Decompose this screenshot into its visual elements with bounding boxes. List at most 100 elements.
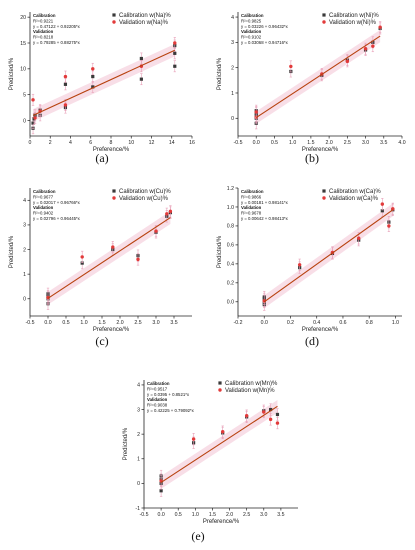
annotation-line: Calibration	[241, 189, 264, 194]
validation-point	[380, 202, 385, 206]
validation-point	[221, 429, 225, 434]
x-tick-label: 3.0	[362, 140, 369, 146]
annotation-line: R²=0.9678	[241, 211, 262, 216]
x-tick-label: 1.0	[192, 512, 199, 518]
y-tick-label: 0.6	[227, 243, 234, 249]
panel-label: (b)	[305, 151, 319, 165]
calibration-point	[173, 51, 177, 55]
legend-marker-validation	[112, 196, 116, 200]
series-validation	[159, 405, 280, 487]
x-axis-title: Preference/%	[203, 519, 240, 525]
calibration-point	[31, 121, 35, 125]
x-axis-title: Preference/%	[302, 327, 339, 333]
legend-label-validation: Validation w(Na)%	[119, 20, 169, 26]
x-tick-label: 2.5	[243, 512, 250, 518]
x-tick-label: 0.0	[261, 320, 268, 326]
validation-point	[91, 67, 95, 71]
annotation-line: R²=0.9825	[241, 18, 262, 23]
validation-point	[371, 44, 375, 48]
y-tick-label: 10	[20, 67, 26, 73]
y-tick-label: 0.0	[227, 300, 234, 306]
x-axis-title: Preference/%	[302, 147, 339, 153]
calibration-point	[139, 77, 143, 81]
y-tick-label: 0	[137, 481, 140, 487]
y-tick-label: 2	[231, 65, 234, 71]
y-tick-label: 5	[23, 92, 26, 98]
x-axis-title: Preference/%	[93, 147, 130, 153]
y-tick-label: -1	[135, 506, 140, 512]
fit-line	[32, 49, 176, 116]
legend-label-calibration: Calibration w(Ca)%	[329, 189, 381, 195]
x-tick-label: 4.0	[398, 140, 405, 146]
x-tick-label: 3.5	[277, 512, 284, 518]
annotation-line: Calibration	[33, 189, 56, 194]
x-tick-label: 1.0	[392, 320, 399, 326]
panel-label: (c)	[95, 334, 108, 348]
y-tick-label: 3	[231, 40, 234, 46]
panel-label: (a)	[95, 151, 108, 165]
x-tick-label: 2.0	[326, 140, 333, 146]
validation-point	[31, 98, 35, 102]
legend-marker-calibration	[322, 13, 326, 17]
annotation-line: Validation	[147, 397, 168, 402]
series-validation	[31, 37, 177, 124]
y-axis-title: Predicted/%	[217, 235, 223, 268]
x-axis-title: Preference/%	[93, 327, 130, 333]
annotation-line: y = 0.03226 + 0.96432*x	[241, 24, 289, 29]
validation-point	[297, 263, 302, 267]
annotation-line: y = 0.02017 + 0.96766*x	[33, 200, 81, 205]
legend-label-calibration: Calibration w(Na)%	[119, 13, 171, 19]
legend-label-calibration: Calibration w(Mn)%	[225, 381, 278, 387]
legend-marker-validation	[322, 196, 326, 200]
x-tick-label: -0.5	[26, 320, 35, 326]
chart-panel-e: -0.5 0.0 0.5 1.0 1.5 2.0 2.5 3.0 3.5 -1 0 1 2 3 4 Prefe…	[123, 380, 298, 543]
validation-point	[262, 410, 266, 414]
x-tick-label: 1.5	[209, 512, 216, 518]
fit-line	[160, 405, 278, 483]
calibration-point	[173, 64, 177, 68]
annotation-line: Validation	[241, 205, 262, 210]
annotation-line: y = 0.00642 + 0.98413*x	[241, 216, 289, 221]
validation-point	[154, 229, 158, 233]
validation-point	[268, 417, 273, 422]
annotation-line: Validation	[33, 29, 54, 34]
validation-point	[244, 413, 249, 418]
y-tick-label: 4	[137, 383, 140, 389]
annotation-line: R²=0.9677	[33, 194, 54, 199]
x-tick-label: 0.2	[287, 320, 294, 326]
y-axis-title: Predicted/%	[217, 57, 223, 90]
x-tick-label: 0.4	[313, 320, 320, 326]
annotation-line: Calibration	[33, 13, 56, 18]
calibration-point	[159, 489, 163, 493]
calibration-point	[63, 82, 68, 86]
y-tick-label: 0.4	[227, 262, 234, 268]
x-tick-label: 10	[128, 140, 134, 146]
legend-marker-validation	[218, 388, 222, 392]
validation-point	[289, 64, 293, 69]
legend-label-validation: Validation w(Ni)%	[329, 20, 377, 26]
x-tick-label: 2.0	[116, 320, 123, 326]
x-tick-label: -0.5	[234, 140, 243, 146]
validation-point	[168, 209, 173, 214]
annotation-line: y = 0.42225 + 0.79092*x	[147, 408, 195, 413]
validation-point	[80, 255, 84, 259]
y-tick-label: 2	[137, 432, 140, 438]
x-tick-label: 16	[189, 140, 195, 146]
validation-point	[173, 41, 177, 45]
x-tick-label: 14	[169, 140, 175, 146]
validation-point	[136, 257, 140, 262]
chart-panel-b: -0.5 0.0 0.5 1.0 1.5 2.0 2.5 3.0 3.5 4.0 0 1 2 3 4 Pref…	[217, 12, 406, 165]
annotation-line: y = 0.02796 + 0.96445*x	[33, 216, 81, 221]
y-tick-label: 0	[23, 297, 26, 303]
x-tick-label: 0.0	[253, 140, 260, 146]
annotation-line: R²=0.9038	[147, 403, 168, 408]
series-validation	[46, 205, 173, 304]
y-tick-label: 3	[137, 407, 140, 413]
annotation-line: Calibration	[241, 13, 264, 18]
validation-point	[378, 25, 382, 29]
y-tick-label: 0.8	[227, 224, 234, 230]
annotation-line: Validation	[241, 29, 262, 34]
legend-label-calibration: Calibration w(Cu)%	[119, 189, 171, 195]
calibration-point	[91, 74, 95, 79]
legend-label-validation: Validation w(Cu)%	[119, 196, 169, 202]
